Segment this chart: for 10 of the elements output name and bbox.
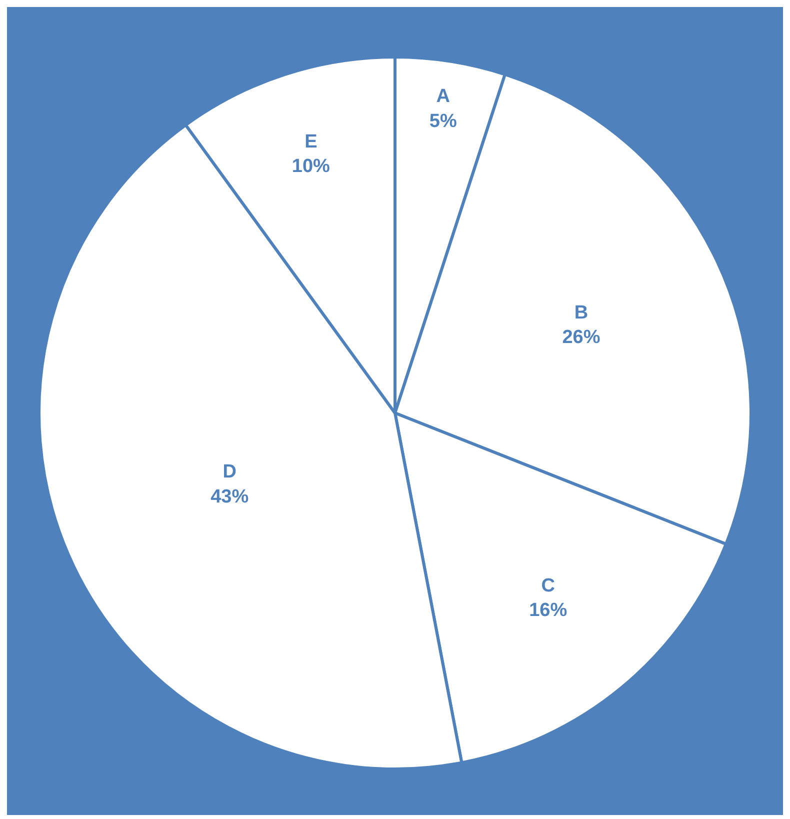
slice-label: E — [304, 132, 318, 152]
slice-label: C — [541, 575, 556, 596]
slice-label: A — [436, 86, 450, 108]
slice-label: B — [574, 302, 588, 324]
data-label: 10% — [292, 156, 330, 178]
data-label: 43% — [210, 486, 249, 508]
slice-label: D — [222, 462, 236, 483]
data-label: 16% — [529, 600, 568, 621]
data-label: 5% — [429, 110, 457, 132]
data-label: 26% — [562, 327, 600, 348]
